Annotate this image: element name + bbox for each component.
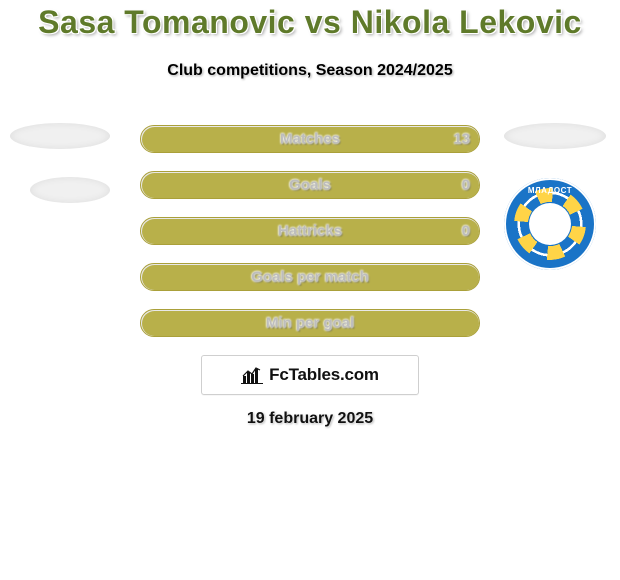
- comparison-infographic: Sasa Tomanovic vs Nikola Lekovic Club co…: [0, 0, 620, 580]
- stat-bar-fill-full: [142, 219, 479, 244]
- stat-bar-fill-full: [142, 173, 479, 198]
- subtitle: Club competitions, Season 2024/2025: [0, 62, 620, 80]
- stat-bar-fill-right: [142, 127, 479, 152]
- export-date: 19 february 2025: [0, 410, 620, 428]
- stat-bar-fill-full: [142, 311, 479, 336]
- bar-chart-icon: [241, 366, 263, 384]
- stat-bar: Goals0: [140, 171, 480, 199]
- stat-bar: Matches13: [140, 125, 480, 153]
- stat-bar: Goals per match: [140, 263, 480, 291]
- left-team-slot-2: [30, 177, 110, 203]
- site-badge-text: FcTables.com: [269, 365, 379, 385]
- right-team-logo: МЛАДОСТ: [504, 178, 596, 270]
- page-title: Sasa Tomanovic vs Nikola Lekovic: [0, 4, 620, 41]
- left-team-slot-1: [10, 123, 110, 149]
- right-team-slot-1: [504, 123, 606, 149]
- stat-bar: Min per goal: [140, 309, 480, 337]
- stat-bar-fill-full: [142, 265, 479, 290]
- right-team-logo-text: МЛАДОСТ: [528, 186, 572, 195]
- site-badge[interactable]: FcTables.com: [201, 355, 419, 395]
- stat-bar: Hattricks0: [140, 217, 480, 245]
